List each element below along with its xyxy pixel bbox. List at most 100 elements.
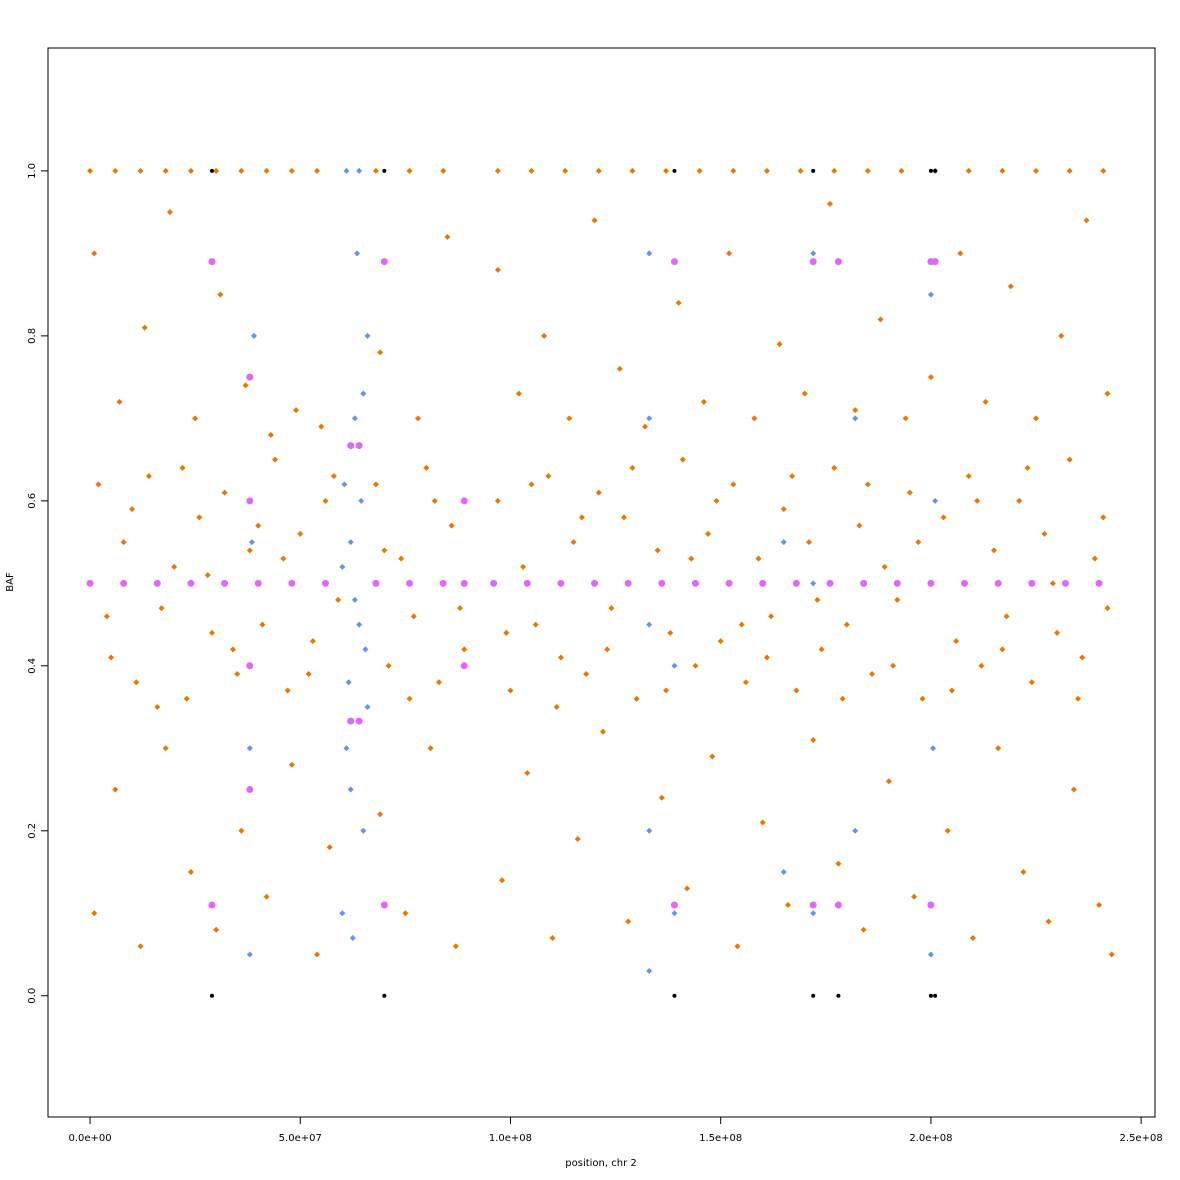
point [1020, 869, 1027, 876]
point [364, 704, 371, 711]
point [187, 579, 195, 587]
point [293, 407, 300, 414]
point [624, 579, 632, 587]
point [267, 431, 274, 438]
point [629, 464, 636, 471]
point [1007, 283, 1014, 290]
point [528, 167, 535, 174]
point [730, 167, 737, 174]
point [91, 910, 98, 917]
point [204, 572, 211, 579]
point [141, 324, 148, 331]
x-tick-label: 1.0e+08 [489, 1133, 532, 1144]
point [549, 935, 556, 942]
point [919, 695, 926, 702]
point [671, 662, 678, 669]
point [1075, 695, 1082, 702]
point [288, 579, 296, 587]
point [238, 827, 245, 834]
point [763, 167, 770, 174]
point [961, 579, 969, 587]
point [318, 423, 325, 430]
point [885, 778, 892, 785]
point [658, 579, 666, 587]
point [826, 579, 834, 587]
point [439, 579, 447, 587]
point [380, 258, 388, 266]
point [209, 993, 214, 998]
point [629, 167, 636, 174]
point [814, 596, 821, 603]
point [288, 761, 295, 768]
point [957, 250, 964, 257]
point [112, 167, 119, 174]
point [1100, 167, 1107, 174]
point [347, 539, 354, 546]
point [272, 456, 279, 463]
point [990, 547, 997, 554]
point [263, 893, 270, 900]
point [335, 596, 342, 603]
point [284, 687, 291, 694]
point [162, 167, 169, 174]
point [982, 398, 989, 405]
point [309, 638, 316, 645]
point [322, 497, 329, 504]
point [1033, 167, 1040, 174]
point [834, 901, 842, 909]
point [1104, 390, 1111, 397]
point [95, 481, 102, 488]
point [166, 209, 173, 216]
point [242, 382, 249, 389]
point [869, 671, 876, 678]
point [809, 258, 817, 266]
point [831, 464, 838, 471]
point [944, 827, 951, 834]
point [196, 514, 203, 521]
point [436, 679, 443, 686]
point [646, 250, 653, 257]
point [717, 638, 724, 645]
point [852, 407, 859, 414]
point [805, 539, 812, 546]
point [339, 910, 346, 917]
point [789, 473, 796, 480]
point [818, 646, 825, 653]
point [570, 539, 577, 546]
point [280, 555, 287, 562]
point [381, 547, 388, 554]
point [646, 968, 653, 975]
point [763, 654, 770, 661]
point [153, 579, 161, 587]
point [696, 167, 703, 174]
point [1091, 555, 1098, 562]
point [490, 579, 498, 587]
point [372, 579, 380, 587]
point [780, 869, 787, 876]
point [103, 613, 110, 620]
point [759, 579, 767, 587]
point [179, 464, 186, 471]
point [852, 827, 859, 834]
point [494, 266, 501, 273]
point [994, 579, 1002, 587]
point [208, 629, 215, 636]
point [297, 530, 304, 537]
point [931, 258, 939, 266]
point [364, 332, 371, 339]
point [154, 704, 161, 711]
point [254, 579, 262, 587]
point [725, 579, 733, 587]
point [1100, 514, 1107, 521]
x-tick-label: 2.0e+08 [909, 1133, 952, 1144]
point [208, 901, 216, 909]
point [839, 695, 846, 702]
point [604, 646, 611, 653]
point [877, 316, 884, 323]
point [440, 167, 447, 174]
point [692, 662, 699, 669]
point [1066, 456, 1073, 463]
point [343, 167, 350, 174]
point [499, 877, 506, 884]
